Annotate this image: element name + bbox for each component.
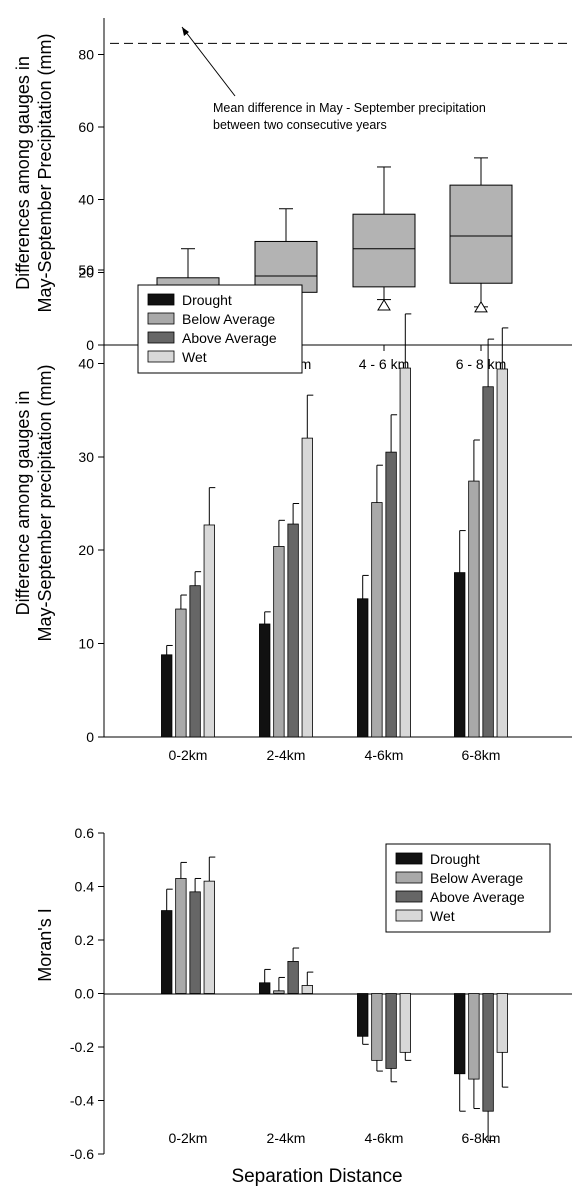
p1-ylabel-line2: May-September Precipitation (mm)	[35, 33, 55, 312]
p3-xtick-label: 2-4km	[267, 1130, 306, 1146]
p3-xtick-label: 4-6km	[365, 1130, 404, 1146]
legend-swatch	[147, 293, 175, 306]
bar	[301, 437, 313, 738]
box-iqr	[352, 213, 416, 288]
p1-xtick-label: 4 - 6 km	[359, 356, 410, 372]
p2-xtick-label: 2-4km	[267, 747, 306, 763]
p1-ytick-label: 60	[78, 119, 94, 135]
p2-ytick-label: 40	[78, 355, 94, 371]
bar	[259, 982, 271, 994]
bar	[454, 993, 466, 1075]
bar	[203, 880, 215, 994]
p1-ytick-label: 40	[78, 192, 94, 208]
p2-ytick-label: 30	[78, 449, 94, 465]
bar	[399, 367, 411, 738]
p2-ytick-label: 50	[78, 262, 94, 278]
p2-ytick-label: 0	[86, 729, 94, 745]
box-outlier-marker	[474, 300, 488, 313]
legend-swatch	[147, 350, 175, 363]
p1-ylabel-line1: Differences among gauges in	[13, 56, 33, 290]
bar	[287, 961, 299, 994]
bar	[454, 572, 466, 738]
p1-xtick-label: 6 - 8 km	[456, 356, 507, 372]
p3-xlabel: Separation Distance	[231, 1166, 402, 1187]
legend-label: Drought	[430, 851, 480, 867]
precip-bar-panel: Difference among gauges in May-September…	[13, 262, 572, 763]
legend-label: Drought	[182, 292, 232, 308]
bar	[371, 993, 383, 1061]
legend-label: Wet	[430, 908, 455, 924]
bar	[496, 368, 508, 738]
box-iqr	[449, 184, 513, 284]
bar	[301, 985, 313, 994]
bar	[175, 608, 187, 738]
annotation-line1: Mean difference in May - September preci…	[213, 101, 486, 115]
p2-xtick-label: 6-8km	[462, 747, 501, 763]
annotation-arrowhead	[182, 27, 189, 36]
p2-xtick-label: 0-2km	[169, 747, 208, 763]
morans-i-panel: Moran's I -0.6 -0.4 -0.2 0.0 0.2 0.4 0.6 0-2km…	[35, 825, 572, 1187]
bar	[357, 993, 369, 1037]
bar	[273, 990, 285, 994]
p2-ytick-label: 20	[78, 542, 94, 558]
bar	[385, 993, 397, 1069]
legend-label: Above Average	[430, 889, 525, 905]
bar	[189, 891, 201, 994]
bar	[468, 993, 480, 1080]
bar	[371, 502, 383, 738]
p3-ytick-label: 0.2	[75, 932, 95, 948]
p3-ytick-label: -0.6	[70, 1146, 94, 1162]
bar	[259, 623, 271, 738]
legend-label: Wet	[182, 349, 207, 365]
legend-swatch	[395, 890, 423, 903]
bar	[161, 910, 173, 994]
p3-ytick-label: -0.4	[70, 1093, 94, 1109]
p1-ytick-label: 80	[78, 46, 94, 62]
legend-label: Above Average	[182, 330, 277, 346]
bar	[189, 585, 201, 738]
annotation-line2: between two consecutive years	[213, 118, 387, 132]
bar	[385, 451, 397, 738]
p3-ytick-label: -0.2	[70, 1039, 94, 1055]
boxplot-panel: Differences among gauges in May-Septembe…	[13, 18, 572, 372]
p2-xtick-label: 4-6km	[365, 747, 404, 763]
p2-ylabel-line2: May-September precipitation (mm)	[35, 364, 55, 641]
p3-ytick-label: 0.6	[75, 825, 95, 841]
bar	[175, 878, 187, 994]
p1-ytick-label: 0	[86, 337, 94, 353]
legend-label: Below Average	[182, 311, 275, 327]
bar	[496, 993, 508, 1053]
legend-swatch	[147, 331, 175, 344]
p3-xtick-label: 0-2km	[169, 1130, 208, 1146]
p3-ytick-label: 0.0	[75, 986, 95, 1002]
bar	[399, 993, 411, 1053]
bar	[357, 598, 369, 738]
bar	[161, 654, 173, 738]
legend-swatch	[395, 909, 423, 922]
bar	[482, 386, 494, 738]
annotation-arrow	[181, 26, 236, 97]
p3-ytick-label: 0.4	[75, 879, 95, 895]
p2-ytick-label: 10	[78, 636, 94, 652]
p1-ytick-label: 20	[78, 264, 94, 280]
box-outlier-marker	[377, 299, 391, 311]
bar	[468, 480, 480, 738]
bar	[287, 523, 299, 738]
legend-label: Below Average	[430, 870, 523, 886]
bar	[203, 524, 215, 738]
p3-legend: Drought Below Average Above Average Wet	[385, 843, 551, 933]
box-iqr	[254, 240, 318, 293]
p3-ylabel: Moran's I	[35, 908, 55, 981]
legend-swatch	[395, 852, 423, 865]
p3-xtick-label: 6-8km	[462, 1130, 501, 1146]
legend-swatch	[395, 871, 423, 884]
bar	[482, 993, 494, 1112]
p2-legend: Drought Below Average Above Average Wet	[137, 284, 303, 374]
bar	[273, 546, 285, 738]
legend-swatch	[147, 312, 175, 325]
p2-ylabel-line1: Difference among gauges in	[13, 391, 33, 616]
